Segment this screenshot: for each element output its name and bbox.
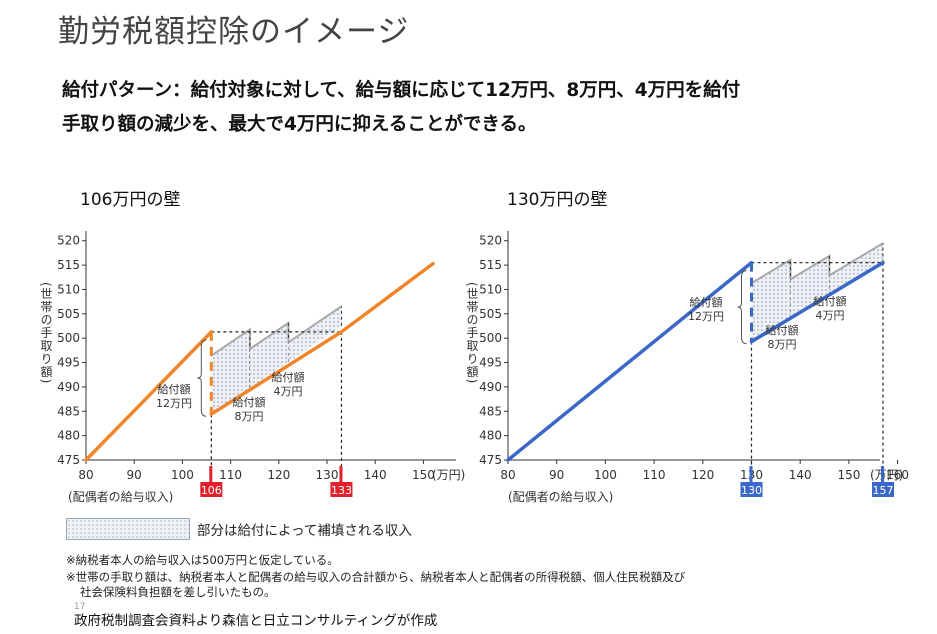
c106-x-tick-label: 100 bbox=[171, 468, 194, 482]
c106-benefit-label: 給付額 bbox=[272, 370, 305, 384]
c106-x-tick-label: 80 bbox=[78, 468, 93, 482]
chart-title-106: 106万円の壁 bbox=[80, 190, 181, 210]
c106-y-tick-label: 520 bbox=[57, 234, 80, 248]
c130-y-tick-label: 485 bbox=[479, 404, 502, 418]
c130-marker-label: 157 bbox=[872, 484, 893, 497]
c106-x-axis-label: (配偶者の給与収入) bbox=[68, 490, 173, 504]
c106-marker-label: 133 bbox=[331, 484, 352, 497]
c130-marker-shape bbox=[871, 466, 894, 497]
c130-x-tick-label: 150 bbox=[837, 468, 860, 482]
c130-y-tick-label: 490 bbox=[479, 380, 502, 394]
c106-income-line-after bbox=[209, 261, 435, 416]
legend-swatch bbox=[66, 518, 190, 540]
page-number: 17 bbox=[74, 602, 86, 612]
c106-benefit-label: 給付額 bbox=[158, 382, 191, 396]
c106-benefit-line bbox=[210, 327, 251, 357]
c106-benefit-amount: 4万円 bbox=[274, 385, 303, 398]
legend-text: 部分は給付によって補填される収入 bbox=[197, 523, 412, 539]
c130-x-tick-label: 160 bbox=[886, 468, 909, 482]
chart-130-wall: 475 480 485 490 495 500 505 510 515 520 80 90 100 110… bbox=[465, 231, 909, 504]
c106-brace bbox=[197, 339, 207, 417]
c130-benefit-area bbox=[751, 259, 791, 342]
c106-x-tick-label: 120 bbox=[267, 468, 290, 482]
c106-x-tick-label: 150 bbox=[412, 468, 435, 482]
c130-y-tick-label: 495 bbox=[479, 356, 502, 370]
subtitle-line-2: 手取り額の減少を、最大で4万円に抑えることができる。 bbox=[62, 114, 537, 135]
note-1: ※納税者本人の給与収入は500万円と仮定している。 bbox=[66, 553, 339, 567]
c130-benefit-amount: 12万円 bbox=[688, 310, 724, 323]
c106-benefit-amount: 8万円 bbox=[235, 410, 264, 423]
c106-benefit-area bbox=[249, 322, 289, 389]
c130-x-tick-label: 120 bbox=[691, 468, 714, 482]
c130-income-line-after bbox=[749, 260, 885, 344]
c130-benefit-area bbox=[790, 255, 830, 319]
c130-x-axis-label: (配偶者の給与収入) bbox=[508, 490, 613, 504]
c106-income-line-before bbox=[84, 330, 214, 462]
source-text: 政府税制調査会資料より森信と日立コンサルティングが作成 bbox=[74, 613, 438, 629]
c106-x-tick-label: 90 bbox=[127, 468, 142, 482]
c130-income-line-before bbox=[506, 260, 754, 462]
c106-y-tick-label: 475 bbox=[57, 453, 80, 467]
c130-benefit-label: 給付額 bbox=[690, 295, 723, 309]
c130-benefit-area bbox=[829, 243, 883, 295]
c106-x-tick-label: 140 bbox=[364, 468, 387, 482]
c106-marker-label: 106 bbox=[201, 484, 222, 497]
c130-benefit-line bbox=[750, 257, 792, 284]
c106-x-tick-label: 130 bbox=[316, 468, 339, 482]
note-3: 社会保険料負担額を差し引いたもの。 bbox=[80, 585, 276, 599]
c130-y-tick-label: 510 bbox=[479, 282, 502, 296]
c106-y-axis-label: (世帯の手取り額) bbox=[39, 282, 53, 384]
c130-brace bbox=[737, 270, 747, 345]
c130-x-tick-label: 110 bbox=[643, 468, 666, 482]
c106-benefit-label: 給付額 bbox=[233, 395, 266, 409]
c130-marker-label: 130 bbox=[741, 484, 762, 497]
c130-y-tick-label: 520 bbox=[479, 234, 502, 248]
c130-benefit-label: 給付額 bbox=[814, 294, 847, 308]
c106-y-tick-label: 515 bbox=[57, 258, 80, 272]
c106-y-tick-label: 505 bbox=[57, 307, 80, 321]
c130-benefit-line bbox=[828, 242, 884, 277]
chart-106-wall: 475 480 485 490 495 500 505 510 515 520 80 90 100 110… bbox=[39, 231, 465, 504]
c106-benefit-area bbox=[211, 329, 250, 415]
c106-marker-shape bbox=[330, 466, 353, 497]
c106-y-tick-label: 500 bbox=[57, 331, 80, 345]
c130-x-unit: (万円) bbox=[870, 468, 903, 482]
c130-y-tick-label: 500 bbox=[479, 331, 502, 345]
c106-marker-shape bbox=[200, 466, 223, 497]
c106-x-unit: (万円) bbox=[432, 468, 465, 482]
c106-benefit-line bbox=[287, 305, 343, 344]
note-2: ※世帯の手取り額は、納税者本人と配偶者の給与収入の合計額から、納税者本人と配偶者… bbox=[66, 570, 686, 584]
c106-benefit-amount: 12万円 bbox=[156, 397, 192, 410]
c106-x-tick-label: 110 bbox=[219, 468, 242, 482]
c130-marker-shape bbox=[740, 466, 763, 497]
subtitle-line-1: 給付パターン：給付対象に対して、給与額に応じて12万円、8万円、4万円を給付 bbox=[62, 80, 741, 101]
chart-title-130: 130万円の壁 bbox=[507, 190, 608, 210]
c130-y-tick-label: 505 bbox=[479, 307, 502, 321]
c130-benefit-label: 給付額 bbox=[766, 323, 799, 337]
c106-benefit-area bbox=[288, 306, 342, 362]
c106-y-tick-label: 510 bbox=[57, 282, 80, 296]
page-title: 勤労税額控除のイメージ bbox=[58, 14, 410, 50]
c130-y-tick-label: 480 bbox=[479, 429, 502, 443]
c130-y-axis-label: (世帯の手取り額) bbox=[465, 282, 479, 384]
c106-y-tick-label: 490 bbox=[57, 380, 80, 394]
c130-x-tick-label: 80 bbox=[500, 468, 515, 482]
c130-benefit-amount: 4万円 bbox=[816, 309, 845, 322]
c130-benefit-amount: 8万円 bbox=[768, 338, 797, 351]
c130-x-tick-label: 140 bbox=[789, 468, 812, 482]
c106-y-tick-label: 495 bbox=[57, 356, 80, 370]
c130-x-tick-label: 90 bbox=[549, 468, 564, 482]
c130-x-tick-label: 100 bbox=[594, 468, 617, 482]
c130-y-tick-label: 515 bbox=[479, 258, 502, 272]
c106-y-tick-label: 480 bbox=[57, 429, 80, 443]
c130-y-tick-label: 475 bbox=[479, 453, 502, 467]
c106-y-tick-label: 485 bbox=[57, 404, 80, 418]
